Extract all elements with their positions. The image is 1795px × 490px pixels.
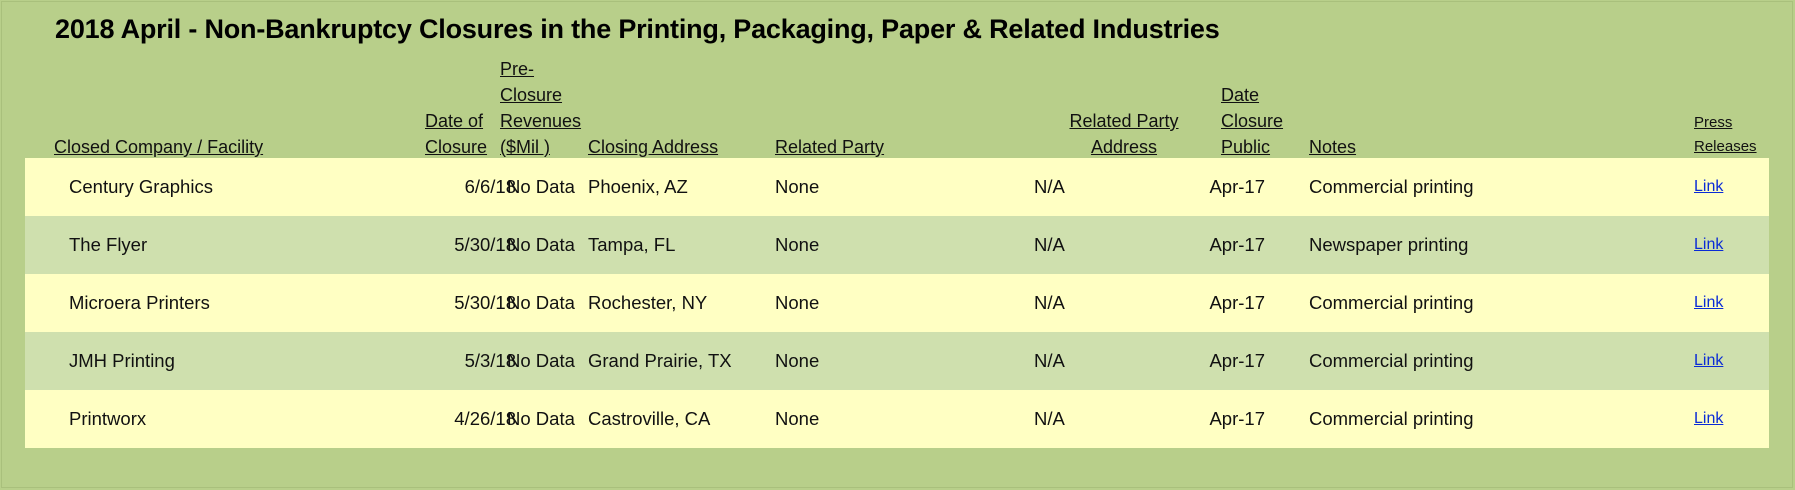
header-notes: Notes (1309, 137, 1357, 157)
cell-related-party: None (775, 176, 820, 197)
cell-company: The Flyer (69, 234, 148, 255)
cell-date: 6/6/18 (464, 176, 516, 197)
cell-revenues: No Data (507, 234, 575, 255)
header-date-closure-public: Date Closure Public (1221, 85, 1284, 157)
table-row: Microera Printers 5/30/18 No Data Roches… (25, 274, 1769, 332)
cell-related-party-address: N/A (1034, 350, 1065, 371)
cell-related-party: None (775, 350, 820, 371)
cell-date-public: Apr-17 (1209, 350, 1265, 371)
cell-date: 5/30/18 (454, 292, 516, 313)
cell-related-party-address: N/A (1034, 234, 1065, 255)
header-company: Closed Company / Facility (54, 137, 264, 157)
table-row: Printworx 4/26/18 No Data Castroville, C… (25, 390, 1769, 448)
cell-company: Printworx (69, 408, 147, 429)
header-revenues: Pre- Closure Revenues ($Mil ) (500, 59, 582, 157)
cell-address: Castroville, CA (588, 408, 711, 429)
press-release-link[interactable]: Link (1694, 294, 1724, 311)
cell-related-party: None (775, 408, 820, 429)
cell-date-public: Apr-17 (1209, 408, 1265, 429)
header-related-party-address: Related Party Address (1069, 111, 1179, 157)
cell-company: JMH Printing (69, 350, 175, 371)
press-release-link[interactable]: Link (1694, 178, 1724, 195)
cell-related-party: None (775, 292, 820, 313)
cell-related-party: None (775, 234, 820, 255)
cell-related-party-address: N/A (1034, 292, 1065, 313)
cell-notes: Commercial printing (1309, 408, 1474, 429)
cell-address: Phoenix, AZ (588, 176, 688, 197)
cell-date: 5/3/18 (464, 350, 516, 371)
cell-revenues: No Data (507, 350, 575, 371)
table-row: The Flyer 5/30/18 No Data Tampa, FL None… (25, 216, 1769, 274)
cell-revenues: No Data (507, 292, 575, 313)
closures-table: Century Graphics 6/6/18 No Data Phoenix,… (25, 158, 1769, 448)
press-release-link[interactable]: Link (1694, 236, 1724, 253)
cell-company: Microera Printers (69, 292, 210, 313)
cell-address: Grand Prairie, TX (588, 350, 732, 371)
cell-related-party-address: N/A (1034, 408, 1065, 429)
press-release-link[interactable]: Link (1694, 352, 1724, 369)
cell-notes: Newspaper printing (1309, 234, 1469, 255)
table-row: Century Graphics 6/6/18 No Data Phoenix,… (25, 158, 1769, 216)
cell-date: 4/26/18 (454, 408, 516, 429)
header-closing-address: Closing Address (588, 137, 719, 157)
cell-address: Rochester, NY (588, 292, 708, 313)
table-row: JMH Printing 5/3/18 No Data Grand Prairi… (25, 332, 1769, 390)
header-related-party: Related Party (775, 137, 885, 157)
cell-company: Century Graphics (69, 176, 213, 197)
cell-notes: Commercial printing (1309, 176, 1474, 197)
press-release-link[interactable]: Link (1694, 410, 1724, 427)
cell-related-party-address: N/A (1034, 176, 1065, 197)
cell-address: Tampa, FL (588, 234, 676, 255)
cell-notes: Commercial printing (1309, 350, 1474, 371)
header-date-of-closure: Date of Closure (425, 111, 488, 157)
page-title: 2018 April - Non-Bankruptcy Closures in … (55, 14, 1220, 44)
cell-date: 5/30/18 (454, 234, 516, 255)
cell-date-public: Apr-17 (1209, 292, 1265, 313)
cell-revenues: No Data (507, 176, 575, 197)
cell-revenues: No Data (507, 408, 575, 429)
cell-notes: Commercial printing (1309, 292, 1474, 313)
header-press-releases: Press Releases (1694, 114, 1757, 155)
cell-date-public: Apr-17 (1209, 176, 1265, 197)
cell-date-public: Apr-17 (1209, 234, 1265, 255)
